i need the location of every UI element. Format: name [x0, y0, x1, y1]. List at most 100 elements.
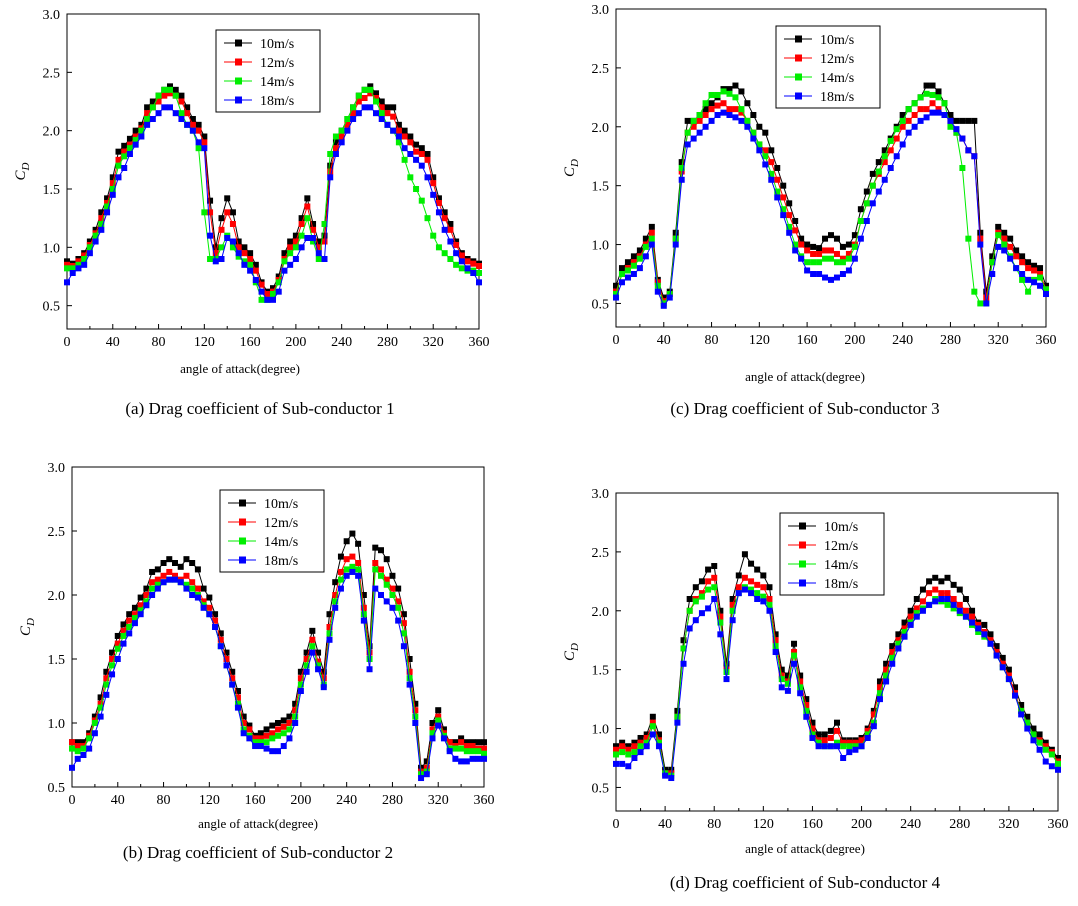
- data-point: [1001, 247, 1007, 253]
- data-point: [236, 250, 242, 256]
- data-point: [709, 100, 715, 106]
- data-point: [709, 106, 715, 112]
- x-tick-label: 160: [245, 793, 266, 808]
- data-point: [121, 153, 127, 159]
- legend-label: 12m/s: [820, 52, 854, 67]
- data-point: [715, 103, 721, 109]
- data-point: [196, 122, 202, 128]
- data-point: [184, 122, 190, 128]
- data-point: [786, 200, 792, 206]
- data-point: [951, 602, 957, 608]
- data-point: [699, 610, 705, 616]
- data-point: [247, 262, 253, 268]
- data-point: [361, 618, 367, 624]
- data-point: [730, 617, 736, 623]
- data-point: [281, 724, 287, 730]
- y-tick-label: 3.0: [592, 3, 610, 18]
- data-point: [395, 605, 401, 611]
- legend-marker: [799, 561, 806, 568]
- data-point: [983, 300, 989, 306]
- legend: 10m/s12m/s14m/s18m/s: [220, 490, 324, 572]
- data-point: [816, 743, 822, 749]
- data-point: [724, 669, 730, 675]
- data-point: [965, 118, 971, 124]
- data-point: [338, 569, 344, 575]
- data-point: [344, 116, 350, 122]
- data-point: [442, 215, 448, 221]
- data-point: [732, 114, 738, 120]
- y-axis-label: CD: [562, 159, 581, 177]
- data-point: [834, 275, 840, 281]
- data-point: [870, 171, 876, 177]
- chart-panel-b: 0 40 80 120 160 200 240 280 320 3600.51.01.52.02.…: [18, 461, 495, 862]
- x-tick-label: 320: [428, 793, 449, 808]
- data-point: [206, 611, 212, 617]
- data-point: [957, 608, 963, 614]
- data-point: [1043, 747, 1049, 753]
- x-tick-label: 240: [336, 793, 357, 808]
- data-point: [413, 186, 419, 192]
- series-line: [616, 103, 1046, 301]
- data-point: [144, 104, 150, 110]
- data-point: [459, 258, 465, 264]
- legend-marker: [795, 55, 802, 62]
- data-point: [697, 118, 703, 124]
- data-point: [64, 279, 70, 285]
- data-point: [969, 608, 975, 614]
- data-point: [736, 590, 742, 596]
- data-point: [888, 165, 894, 171]
- data-point: [349, 569, 355, 575]
- x-tick-label: 280: [382, 793, 403, 808]
- data-point: [425, 215, 431, 221]
- data-point: [1037, 731, 1043, 737]
- data-point: [309, 643, 315, 649]
- data-point: [258, 743, 264, 749]
- data-point: [269, 723, 275, 729]
- data-point: [906, 106, 912, 112]
- data-point: [116, 149, 122, 155]
- data-point: [361, 611, 367, 617]
- data-point: [201, 139, 207, 145]
- data-point: [75, 756, 81, 762]
- data-point: [75, 265, 81, 271]
- data-point: [1025, 259, 1031, 265]
- data-point: [754, 582, 760, 588]
- data-point: [726, 91, 732, 97]
- data-point: [721, 110, 727, 116]
- data-point: [110, 192, 116, 198]
- data-point: [951, 582, 957, 588]
- data-point: [104, 209, 110, 215]
- series-line: [72, 567, 484, 774]
- data-point: [396, 128, 402, 134]
- data-point: [149, 592, 155, 598]
- panel-caption: (c) Drag coefficient of Sub-conductor 3: [670, 399, 939, 418]
- data-point: [947, 118, 953, 124]
- y-tick-label: 0.5: [592, 297, 610, 312]
- data-point: [150, 116, 156, 122]
- data-point: [447, 227, 453, 233]
- data-point: [912, 112, 918, 118]
- data-point: [407, 682, 413, 688]
- data-point: [643, 253, 649, 259]
- data-point: [768, 159, 774, 165]
- data-point: [900, 118, 906, 124]
- data-point: [834, 236, 840, 242]
- data-point: [470, 748, 476, 754]
- data-point: [995, 224, 1001, 230]
- data-point: [711, 563, 717, 569]
- data-point: [693, 598, 699, 604]
- data-point: [1007, 236, 1013, 242]
- data-point: [987, 641, 993, 647]
- series-line: [67, 90, 479, 300]
- data-point: [840, 244, 846, 250]
- data-point: [138, 595, 144, 601]
- data-point: [969, 614, 975, 620]
- data-point: [293, 256, 299, 262]
- y-tick-label: 2.5: [48, 525, 66, 540]
- data-point: [643, 244, 649, 250]
- data-point: [132, 605, 138, 611]
- data-point: [726, 106, 732, 112]
- x-tick-label: 360: [469, 335, 490, 350]
- data-point: [957, 587, 963, 593]
- data-point: [959, 136, 965, 142]
